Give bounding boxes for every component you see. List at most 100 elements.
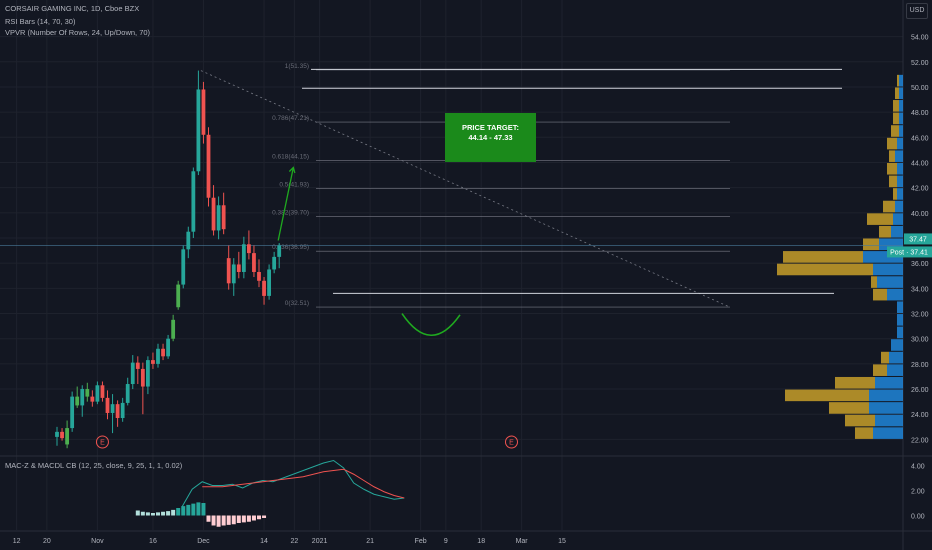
candle-body	[166, 338, 170, 357]
time-tick-label: 15	[558, 538, 566, 545]
price-target-range: 44.14 - 47.33	[468, 133, 512, 142]
candle-body	[272, 256, 277, 270]
time-tick-label: 21	[366, 538, 374, 545]
vp-up-bar	[873, 263, 903, 276]
candle-body	[186, 231, 191, 250]
volume-profile	[777, 74, 903, 439]
vp-up-bar	[887, 288, 903, 301]
macd-histogram-bar	[156, 512, 160, 516]
vp-up-bar	[897, 314, 903, 326]
post-market-tag	[887, 246, 932, 258]
vp-down-bar	[855, 427, 873, 439]
macd-tick-label: 4.00	[911, 464, 925, 471]
indicator-rsi-bars[interactable]: RSI Bars (14, 70, 30)	[5, 17, 76, 26]
vp-down-bar	[777, 263, 873, 276]
candle-body	[60, 431, 64, 439]
vp-up-bar	[897, 188, 903, 200]
candle-body	[120, 402, 125, 419]
vp-up-bar	[897, 162, 903, 175]
time-axis[interactable]: 23Oct1220Nov16Dec1422202121Feb918Mar15	[0, 538, 566, 545]
time-tick-label: 14	[260, 538, 268, 545]
candles	[55, 70, 282, 449]
macd-histogram-bar	[262, 515, 267, 518]
vp-down-bar	[893, 188, 897, 200]
vp-up-bar	[895, 150, 903, 162]
macd-histogram-bar	[145, 512, 150, 516]
macd-histogram-bar	[186, 504, 191, 516]
candle-body	[140, 368, 145, 387]
vp-up-bar	[899, 125, 903, 137]
vp-down-bar	[897, 74, 899, 87]
candle-body	[80, 389, 85, 406]
earnings-marker-label: E	[100, 440, 105, 447]
vp-up-bar	[897, 326, 903, 339]
vp-up-bar	[897, 175, 903, 188]
time-tick-label: Feb	[415, 538, 427, 545]
candle-body	[247, 244, 251, 254]
candle-body	[65, 428, 69, 445]
earnings-marker-label: E	[509, 440, 514, 447]
price-tick-label: 52.00	[911, 60, 929, 67]
macd-panel: 4.00 2.00 0.00	[135, 459, 925, 527]
vp-up-bar	[875, 376, 903, 389]
macd-histogram-bar	[216, 515, 221, 527]
candle-body	[75, 396, 80, 406]
price-tick-label: 26.00	[911, 387, 929, 394]
candle-body	[130, 362, 135, 385]
macd-histogram-bar	[226, 515, 231, 525]
fib-level-label: 0.786(47.21)	[272, 115, 309, 122]
candle-body	[146, 360, 150, 387]
candle-body	[135, 362, 140, 369]
vp-down-bar	[863, 238, 879, 251]
candle-body	[151, 360, 155, 364]
candle-body	[55, 431, 59, 437]
fib-level-label: 0.618(44.15)	[272, 154, 309, 161]
macd-histogram-bar	[231, 515, 236, 525]
candle-body	[221, 205, 226, 230]
fib-level-label: 0.5(41.93)	[279, 182, 309, 189]
vp-down-bar	[887, 162, 897, 175]
indicator-vpvr[interactable]: VPVR (Number Of Rows, 24, Up/Down, 70)	[5, 28, 151, 37]
price-tick-label: 44.00	[911, 160, 929, 167]
vp-up-bar	[899, 87, 903, 100]
vp-down-bar	[891, 125, 899, 137]
last-price-tag	[904, 233, 932, 245]
vp-up-bar	[899, 100, 903, 112]
fib-trend-line	[200, 70, 731, 308]
candle-body	[125, 384, 130, 403]
macd-histogram-bar	[251, 515, 256, 521]
candle-body	[196, 89, 201, 172]
macd-indicator-title[interactable]: MAC-Z & MACDL CB (12, 25, close, 9, 25, …	[5, 461, 183, 470]
vp-down-bar	[893, 112, 899, 125]
vp-up-bar	[899, 74, 903, 87]
candle-body	[171, 319, 176, 339]
vp-up-bar	[877, 276, 903, 288]
macd-histogram-bar	[140, 511, 145, 516]
macd-histogram-bar	[201, 503, 206, 516]
vp-up-bar	[869, 402, 903, 414]
currency-button[interactable]: USD	[906, 3, 928, 19]
fib-level-label: 0.382(39.70)	[272, 210, 309, 217]
post-market-label: Post · 37.41	[890, 249, 928, 256]
vp-up-bar	[869, 389, 903, 402]
vp-down-bar	[879, 225, 891, 238]
vp-down-bar	[895, 87, 899, 100]
macd-histogram-bar	[221, 515, 226, 526]
candle-body	[105, 397, 110, 413]
price-axis[interactable]: 22.00 24.00 26.00 28.00 30.00 32.00 34.00 36.00…	[887, 35, 932, 445]
vp-up-bar	[899, 112, 903, 125]
price-tick-label: 36.00	[911, 261, 929, 268]
vp-down-bar	[873, 364, 887, 376]
macd-histogram-bar	[176, 508, 181, 516]
candle-body	[100, 385, 105, 398]
fib-level-label: 0.236(36.95)	[272, 244, 309, 251]
price-tick-label: 48.00	[911, 110, 929, 117]
macd-histogram-bar	[257, 515, 261, 520]
price-tick-label: 24.00	[911, 412, 929, 419]
candle-body	[211, 197, 216, 231]
vp-up-bar	[891, 225, 903, 238]
vp-up-bar	[897, 137, 903, 150]
candle-body	[181, 249, 186, 285]
vp-up-bar	[895, 200, 903, 213]
